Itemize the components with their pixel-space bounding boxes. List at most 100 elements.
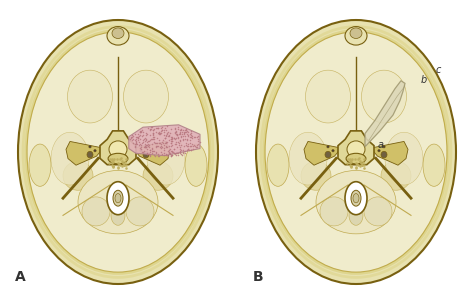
Point (188, 142, 195, 147)
Ellipse shape (327, 145, 329, 148)
Ellipse shape (381, 161, 411, 190)
Point (109, 159, 116, 164)
Point (146, 139, 153, 144)
Point (196, 140, 204, 144)
Point (140, 132, 147, 137)
Point (131, 138, 138, 143)
Point (181, 133, 188, 138)
Point (144, 141, 152, 146)
Point (149, 132, 157, 137)
Point (177, 130, 184, 135)
Point (109, 159, 117, 164)
Point (183, 132, 191, 136)
Point (136, 136, 144, 141)
Point (171, 130, 178, 134)
Point (129, 133, 137, 138)
Ellipse shape (145, 145, 147, 148)
Point (173, 131, 181, 136)
Polygon shape (129, 125, 200, 156)
Point (152, 125, 160, 130)
Ellipse shape (346, 153, 366, 164)
Point (191, 143, 199, 148)
Point (356, 156, 363, 160)
Ellipse shape (185, 144, 207, 186)
Point (141, 144, 149, 149)
Ellipse shape (351, 190, 361, 206)
Point (346, 156, 354, 161)
Point (160, 143, 167, 148)
Point (150, 149, 157, 154)
Point (154, 126, 162, 131)
Point (173, 128, 180, 133)
Point (106, 156, 114, 161)
Point (166, 152, 173, 156)
Point (145, 152, 152, 156)
Point (144, 144, 151, 149)
Point (187, 148, 195, 153)
Point (184, 133, 192, 137)
Point (158, 127, 165, 132)
Point (136, 133, 143, 138)
Point (180, 130, 187, 135)
Ellipse shape (18, 20, 218, 284)
Point (138, 150, 146, 155)
Point (147, 127, 155, 131)
Point (155, 131, 163, 136)
Point (108, 163, 116, 168)
Point (130, 141, 137, 146)
Point (153, 143, 161, 148)
Point (168, 139, 176, 144)
Point (181, 132, 188, 137)
Ellipse shape (265, 32, 447, 272)
Point (147, 137, 155, 141)
Point (136, 128, 143, 133)
Ellipse shape (289, 132, 327, 185)
Point (155, 137, 163, 142)
Ellipse shape (267, 144, 289, 186)
Point (179, 137, 187, 142)
Ellipse shape (124, 70, 168, 123)
Point (133, 141, 140, 145)
Point (135, 134, 142, 139)
Point (180, 131, 188, 136)
Point (163, 131, 170, 135)
Point (109, 164, 117, 169)
Point (145, 145, 153, 150)
Point (157, 129, 165, 133)
Point (109, 156, 116, 161)
Point (180, 143, 188, 148)
Point (163, 139, 171, 144)
Point (155, 141, 163, 145)
Point (146, 151, 153, 156)
Point (172, 140, 180, 145)
Point (187, 132, 195, 137)
Polygon shape (365, 81, 405, 147)
Point (347, 164, 355, 169)
Point (185, 144, 192, 148)
Point (142, 137, 150, 142)
Point (157, 150, 164, 155)
Point (167, 137, 174, 141)
Polygon shape (304, 141, 340, 165)
Point (137, 128, 145, 133)
Point (358, 162, 365, 167)
Point (355, 157, 362, 162)
Ellipse shape (89, 145, 91, 148)
Point (182, 141, 189, 146)
Point (136, 139, 143, 144)
Point (132, 142, 139, 147)
Point (181, 136, 189, 141)
Ellipse shape (94, 149, 96, 152)
Point (150, 126, 158, 131)
Point (135, 136, 142, 141)
Point (344, 156, 352, 161)
Point (153, 140, 160, 145)
Point (187, 131, 195, 135)
Ellipse shape (113, 190, 123, 206)
Point (178, 152, 185, 157)
Point (187, 129, 195, 133)
Point (186, 144, 193, 149)
Polygon shape (100, 131, 136, 165)
Point (162, 144, 170, 149)
Point (154, 141, 161, 145)
